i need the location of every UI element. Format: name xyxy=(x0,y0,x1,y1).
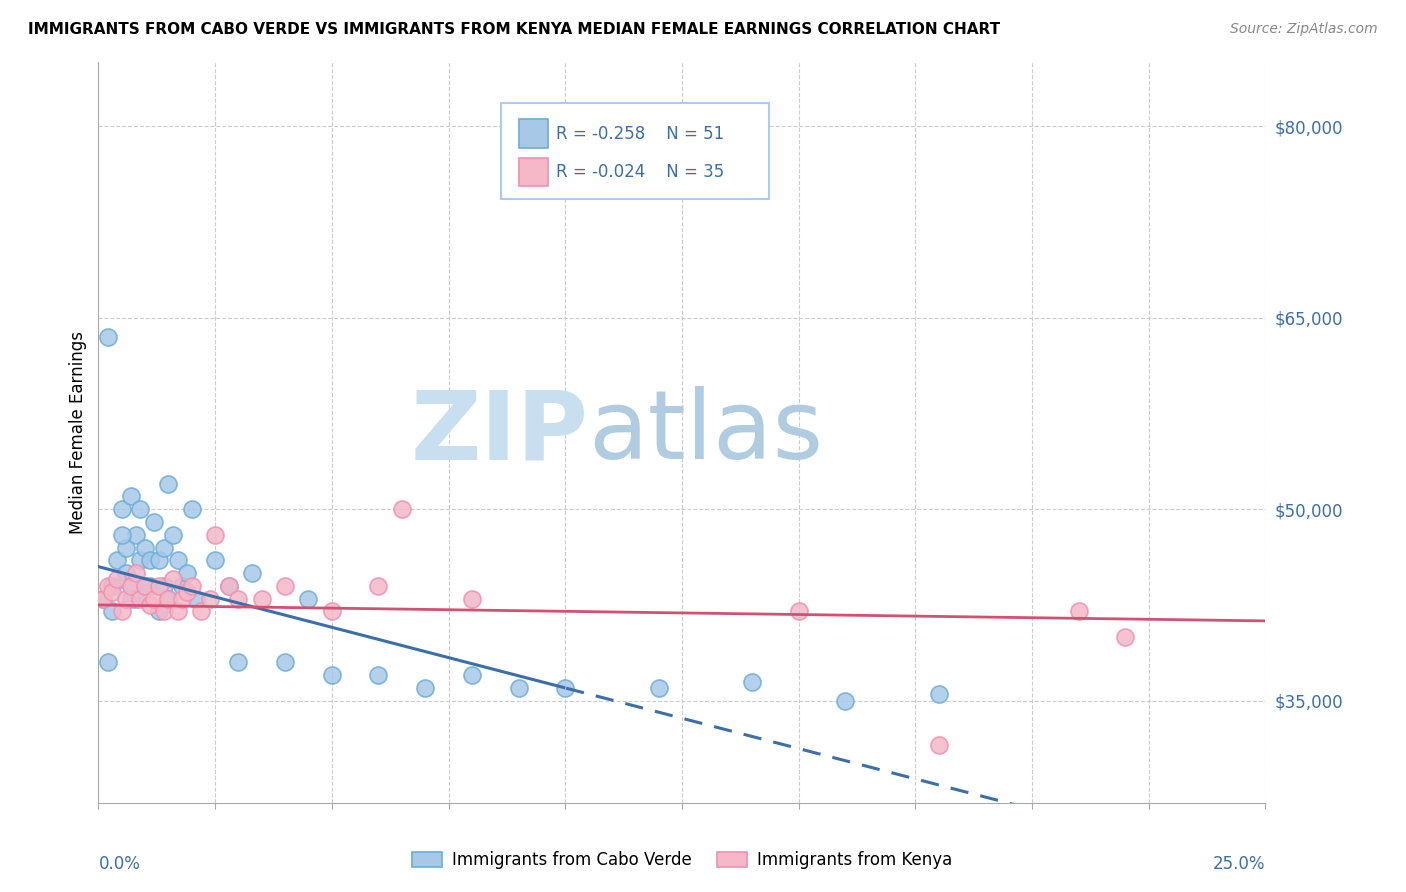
Point xyxy=(120,579,142,593)
Point xyxy=(647,681,669,695)
Point xyxy=(157,476,180,491)
Point xyxy=(91,591,114,606)
Point xyxy=(162,573,184,587)
Point xyxy=(139,598,162,612)
Point xyxy=(180,502,202,516)
Point xyxy=(134,541,156,555)
Point xyxy=(152,579,174,593)
Point xyxy=(125,527,148,541)
Point xyxy=(204,527,226,541)
Point xyxy=(228,591,250,606)
Point xyxy=(139,553,162,567)
Point xyxy=(120,591,142,606)
Point xyxy=(228,656,250,670)
Text: IMMIGRANTS FROM CABO VERDE VS IMMIGRANTS FROM KENYA MEDIAN FEMALE EARNINGS CORRE: IMMIGRANTS FROM CABO VERDE VS IMMIGRANTS… xyxy=(28,22,1000,37)
Point xyxy=(101,604,124,618)
Y-axis label: Median Female Earnings: Median Female Earnings xyxy=(69,331,87,534)
Point xyxy=(120,579,142,593)
Point xyxy=(508,681,530,695)
Text: R = -0.258    N = 51: R = -0.258 N = 51 xyxy=(555,125,724,143)
Point xyxy=(186,591,208,606)
Point xyxy=(157,591,180,606)
Text: atlas: atlas xyxy=(589,386,824,479)
Point xyxy=(125,566,148,580)
Point xyxy=(97,579,120,593)
Point xyxy=(143,515,166,529)
Point xyxy=(391,502,413,516)
Point xyxy=(176,585,198,599)
Point xyxy=(115,591,138,606)
Point xyxy=(1067,604,1090,618)
Point xyxy=(101,585,124,599)
Point xyxy=(274,579,297,593)
Point xyxy=(204,553,226,567)
Point xyxy=(115,566,138,580)
Point xyxy=(218,579,240,593)
Point xyxy=(928,739,950,753)
Point xyxy=(741,674,763,689)
Point xyxy=(166,604,188,618)
Text: 25.0%: 25.0% xyxy=(1213,855,1265,872)
FancyBboxPatch shape xyxy=(519,158,548,186)
Point xyxy=(180,579,202,593)
Point xyxy=(120,490,142,504)
Point xyxy=(162,527,184,541)
Text: Source: ZipAtlas.com: Source: ZipAtlas.com xyxy=(1230,22,1378,37)
Point xyxy=(190,604,212,618)
Point xyxy=(152,604,174,618)
Point xyxy=(111,502,134,516)
Point xyxy=(461,668,484,682)
Point xyxy=(554,681,576,695)
Legend: Immigrants from Cabo Verde, Immigrants from Kenya: Immigrants from Cabo Verde, Immigrants f… xyxy=(405,845,959,876)
Point xyxy=(97,330,120,344)
Point xyxy=(250,591,273,606)
Point xyxy=(172,579,194,593)
Point xyxy=(152,541,174,555)
Point xyxy=(413,681,436,695)
Point xyxy=(367,579,389,593)
Point xyxy=(172,591,194,606)
Point xyxy=(129,591,152,606)
Point xyxy=(139,579,162,593)
Point xyxy=(105,553,128,567)
Point xyxy=(134,579,156,593)
Point xyxy=(928,687,950,701)
Point xyxy=(148,553,170,567)
FancyBboxPatch shape xyxy=(501,103,769,200)
Point xyxy=(242,566,264,580)
Text: R = -0.024    N = 35: R = -0.024 N = 35 xyxy=(555,163,724,181)
Point xyxy=(115,541,138,555)
Text: 0.0%: 0.0% xyxy=(98,855,141,872)
Point xyxy=(176,566,198,580)
Point xyxy=(143,591,166,606)
Point xyxy=(97,656,120,670)
Point xyxy=(101,579,124,593)
Point xyxy=(321,668,343,682)
Point xyxy=(157,591,180,606)
Point xyxy=(787,604,810,618)
Point xyxy=(166,553,188,567)
FancyBboxPatch shape xyxy=(519,120,548,147)
Point xyxy=(834,694,856,708)
Point xyxy=(125,591,148,606)
Point xyxy=(461,591,484,606)
Point xyxy=(200,591,222,606)
Point xyxy=(367,668,389,682)
Point xyxy=(321,604,343,618)
Point xyxy=(148,604,170,618)
Point xyxy=(1114,630,1136,644)
Text: ZIP: ZIP xyxy=(411,386,589,479)
Point xyxy=(111,604,134,618)
Point xyxy=(218,579,240,593)
Point xyxy=(134,579,156,593)
Point xyxy=(111,527,134,541)
Point xyxy=(91,591,114,606)
Point xyxy=(148,579,170,593)
Point xyxy=(134,579,156,593)
Point xyxy=(129,502,152,516)
Point xyxy=(105,573,128,587)
Point xyxy=(274,656,297,670)
Point xyxy=(129,553,152,567)
Point xyxy=(297,591,319,606)
